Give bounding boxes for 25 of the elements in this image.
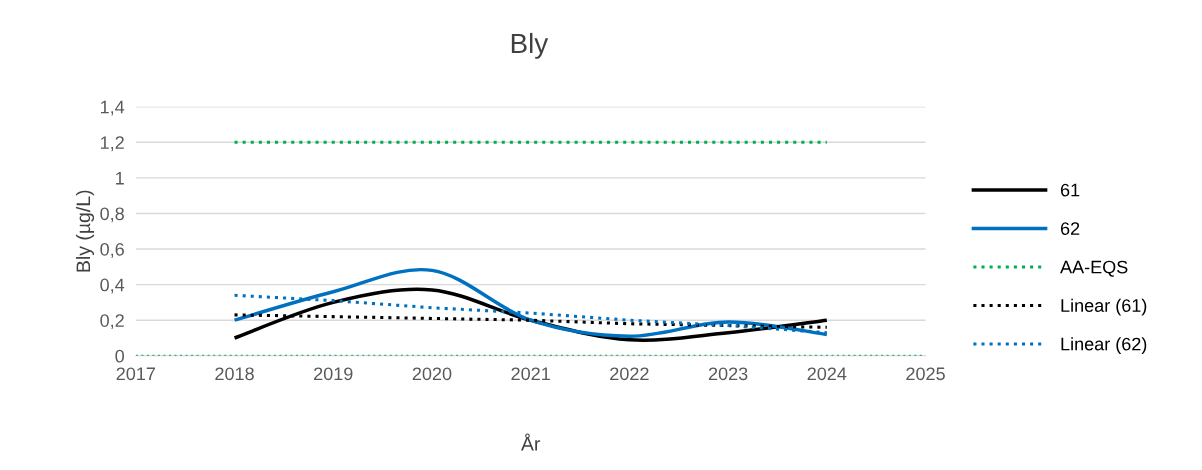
legend-label: Linear (61) — [1061, 298, 1147, 316]
chart-title: Bly — [511, 32, 549, 59]
x-tick-label: 2018 — [215, 367, 254, 381]
y-tick-label: 1 — [116, 171, 124, 185]
legend-label: AA-EQS — [1060, 260, 1128, 277]
x-tick-label: 2024 — [807, 367, 847, 381]
y-tick-label: 0 — [115, 349, 125, 363]
y-tick-label: 0,6 — [100, 242, 124, 258]
x-axis-title: År — [521, 433, 541, 451]
legend-label: 62 — [1060, 222, 1080, 235]
x-tick-label: 2019 — [314, 367, 353, 381]
y-axis-title: Bly (µg/L) — [75, 190, 95, 272]
y-tick-label: 0,4 — [100, 278, 125, 294]
legend-label: 61 — [1060, 183, 1080, 197]
x-tick-label: 2023 — [708, 367, 748, 381]
x-tick-label: 2022 — [610, 367, 649, 381]
x-tick-label: 2025 — [906, 367, 945, 381]
x-tick-label: 2021 — [511, 367, 550, 381]
x-tick-label: 2020 — [412, 367, 452, 381]
y-tick-label: 1,2 — [100, 136, 124, 152]
y-tick-label: 0,8 — [100, 207, 124, 223]
y-tick-label: 1,4 — [100, 100, 125, 116]
x-tick-label: 2017 — [116, 367, 155, 381]
y-tick-label: 0,2 — [100, 314, 124, 330]
legend-label: Linear (62) — [1061, 337, 1147, 355]
